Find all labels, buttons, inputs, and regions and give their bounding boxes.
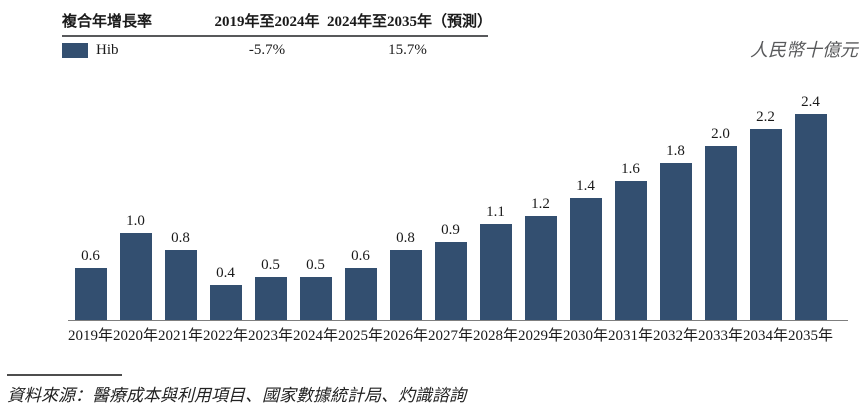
x-axis-tick-label: 2026年 <box>383 328 429 344</box>
bar <box>479 224 512 320</box>
x-axis-tick-label: 2032年 <box>653 328 699 344</box>
bar-column: 1.2 <box>518 93 563 320</box>
bar <box>434 241 467 320</box>
bar-value-label: 1.6 <box>621 160 640 177</box>
x-axis-labels: 2019年 2020年 2021年 2022年 2023年 2024年 2025年 2026年… <box>68 324 833 345</box>
bar-value-label: 0.5 <box>261 256 280 273</box>
bar-value-label: 2.2 <box>756 108 775 125</box>
bar-column: 0.4 <box>203 93 248 320</box>
bar <box>614 180 647 320</box>
bar-value-label: 0.8 <box>396 230 415 247</box>
bar-value-label: 1.1 <box>486 204 505 221</box>
x-axis-tick-label: 2030年 <box>563 328 609 344</box>
bar <box>299 276 332 320</box>
legend-label: Hib <box>96 42 119 58</box>
cagr-col-2019-2024: 2019年至2024年 <box>214 14 320 30</box>
bar <box>524 215 557 320</box>
bar-value-label: 1.4 <box>576 178 595 195</box>
bar-value-label: 0.5 <box>306 256 325 273</box>
bar-column: 0.8 <box>158 93 203 320</box>
x-axis-tick-label: 2024年 <box>293 328 339 344</box>
bar-value-label: 0.6 <box>351 247 370 264</box>
cagr-col-2024-2035: 2024年至2035年（預測） <box>327 14 493 30</box>
source-text: 資料來源：醫療成本與利用項目、國家數據統計局、灼識諮詢 <box>7 386 466 405</box>
x-axis-tick-label: 2035年 <box>788 328 834 344</box>
bar-column: 1.6 <box>608 93 653 320</box>
bar-column: 0.6 <box>338 93 383 320</box>
x-axis-tick-label: 2023年 <box>248 328 294 344</box>
bar-column: 2.2 <box>743 93 788 320</box>
x-axis-tick-label: 2029年 <box>518 328 564 344</box>
footnote-rule <box>7 374 122 376</box>
bar <box>119 233 152 320</box>
cagr-table: 複合年增長率 2019年至2024年 2024年至2035年（預測） Hib -… <box>62 10 492 59</box>
bar-value-label: 2.0 <box>711 126 730 142</box>
bar-column: 2.4 <box>788 93 833 320</box>
x-axis-tick-label: 2019年 <box>68 328 114 344</box>
bar-value-label: 1.8 <box>666 143 685 160</box>
bar <box>389 250 422 320</box>
bar <box>209 285 242 320</box>
bar-column: 0.5 <box>248 93 293 320</box>
x-axis-tick-label: 2031年 <box>608 328 654 344</box>
x-axis-tick-label: 2025年 <box>338 328 384 344</box>
bar-value-label: 0.4 <box>216 265 235 282</box>
bar-value-label: 0.9 <box>441 221 460 238</box>
bar <box>344 267 377 320</box>
bar-column: 2.0 <box>698 93 743 320</box>
x-axis-tick-label: 2033年 <box>698 328 744 344</box>
legend-swatch-icon <box>62 43 88 58</box>
cagr-table-rule <box>62 35 488 37</box>
bar-value-label: 2.4 <box>801 94 820 110</box>
bar <box>749 128 782 320</box>
unit-label: 人民幣十億元 <box>750 40 858 60</box>
bar-column: 1.4 <box>563 93 608 320</box>
cagr-value-2019-2024: -5.7% <box>248 42 286 58</box>
x-axis-tick-label: 2034年 <box>743 328 789 344</box>
cagr-value-row: Hib -5.7% 15.7% <box>62 42 488 59</box>
footnote: 資料來源：醫療成本與利用項目、國家數據統計局、灼識諮詢 <box>7 374 847 406</box>
bar <box>164 250 197 320</box>
x-axis-tick-label: 2028年 <box>473 328 519 344</box>
bar <box>254 276 287 320</box>
legend-item-hib: Hib <box>62 42 207 59</box>
x-axis-tick-label: 2027年 <box>428 328 474 344</box>
bar-column: 1.8 <box>653 93 698 320</box>
cagr-table-title: 複合年增長率 <box>62 14 153 30</box>
bar-value-label: 1.0 <box>126 213 145 229</box>
bar-chart: 0.6 1.0 0.8 0.4 0.5 0.5 0.6 0.8 0.9 1.1 1.2 1.4 1.6 1… <box>68 93 848 344</box>
x-axis-tick-label: 2021年 <box>158 328 204 344</box>
bar <box>794 114 827 320</box>
bar-column: 0.8 <box>383 93 428 320</box>
bar-column: 1.1 <box>473 93 518 320</box>
bar-value-label: 0.6 <box>81 247 100 264</box>
bar-value-label: 1.2 <box>531 195 550 212</box>
x-axis-line <box>68 320 848 321</box>
bar-column: 0.6 <box>68 93 113 320</box>
x-axis-tick-label: 2022年 <box>203 328 249 344</box>
cagr-value-2024-2035: 15.7% <box>388 42 427 58</box>
bar <box>704 146 737 320</box>
bar <box>569 198 602 320</box>
bar-value-label: 0.8 <box>171 230 190 247</box>
x-axis-tick-label: 2020年 <box>113 328 159 344</box>
cagr-header-row: 複合年增長率 2019年至2024年 2024年至2035年（預測） <box>62 10 492 31</box>
bar-column: 1.0 <box>113 93 158 320</box>
bar <box>74 267 107 320</box>
bar-column: 0.9 <box>428 93 473 320</box>
bar-series: 0.6 1.0 0.8 0.4 0.5 0.5 0.6 0.8 0.9 1.1 1.2 1.4 1.6 1… <box>68 93 833 320</box>
bar <box>659 163 692 320</box>
bar-column: 0.5 <box>293 93 338 320</box>
